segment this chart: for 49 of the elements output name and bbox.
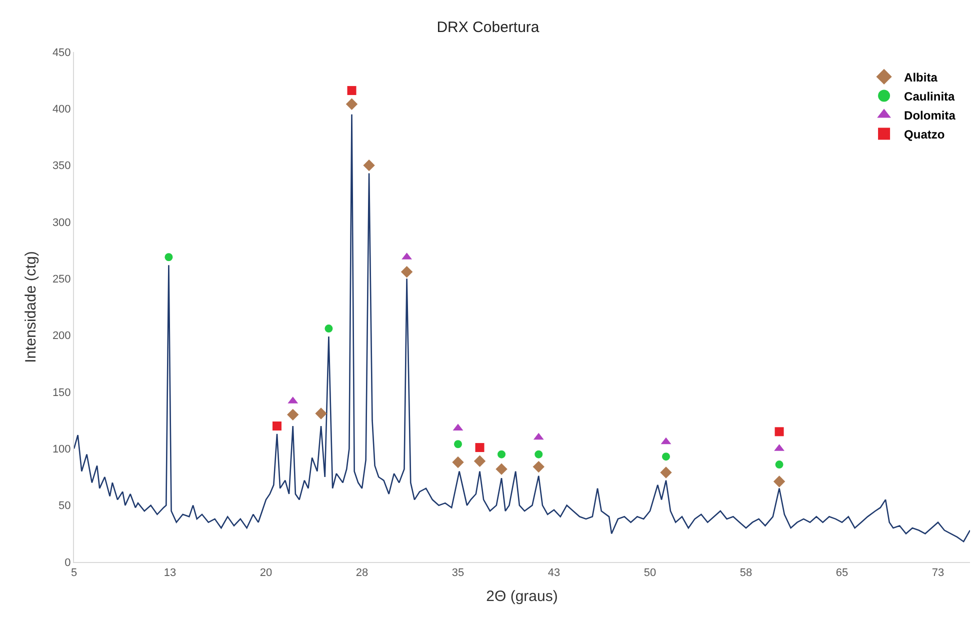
legend-label: Caulinita: [904, 89, 956, 104]
point: [287, 408, 299, 421]
point: [454, 440, 462, 448]
point: [347, 86, 356, 96]
point: [773, 476, 786, 488]
y-tick-label: 150: [52, 386, 71, 399]
point: [452, 456, 464, 468]
y-tick-label: 450: [52, 46, 71, 59]
x-tick-label: 5: [70, 567, 78, 580]
y-tick-label: 100: [52, 444, 71, 456]
point: [272, 422, 282, 430]
point: [774, 427, 784, 436]
legend-label: Quatzo: [904, 127, 945, 142]
y-tick-label: 350: [52, 160, 71, 172]
x-tick-label: 43: [548, 567, 560, 580]
point: [662, 452, 670, 461]
point: [498, 450, 506, 458]
x-tick-label: 73: [932, 567, 944, 580]
legend-label: Dolomita: [904, 108, 956, 122]
x-tick-label: 50: [644, 567, 656, 580]
point: [496, 463, 508, 475]
x-tick-label: 58: [740, 567, 752, 580]
chart-title: DRX Cobertura: [436, 19, 540, 36]
y-tick-label: 300: [52, 216, 71, 229]
x-tick-label: 35: [452, 567, 464, 580]
y-tick-label: 200: [52, 330, 71, 342]
point: [475, 443, 484, 452]
point: [400, 266, 413, 278]
point: [363, 159, 375, 172]
y-tick-label: 0: [64, 556, 71, 569]
point: [660, 466, 672, 478]
point: [775, 460, 784, 469]
y-tick-label: 400: [52, 104, 71, 116]
point: [164, 253, 173, 262]
point: [346, 98, 358, 110]
x-axis-title: 2Θ (graus): [486, 588, 558, 606]
y-tick-label: 50: [58, 500, 71, 512]
y-tick-label: 250: [52, 274, 71, 286]
x-tick-label: 65: [836, 567, 848, 580]
legend-label: Albita: [904, 70, 938, 84]
point: [324, 324, 333, 333]
point: [315, 408, 327, 420]
point: [534, 450, 543, 458]
x-tick-label: 13: [164, 567, 176, 580]
point: [532, 460, 544, 473]
y-axis-title: Intensidade (ctg): [22, 251, 40, 363]
x-tick-label: 20: [260, 567, 272, 580]
x-tick-label: 28: [356, 567, 368, 580]
point: [474, 455, 486, 467]
